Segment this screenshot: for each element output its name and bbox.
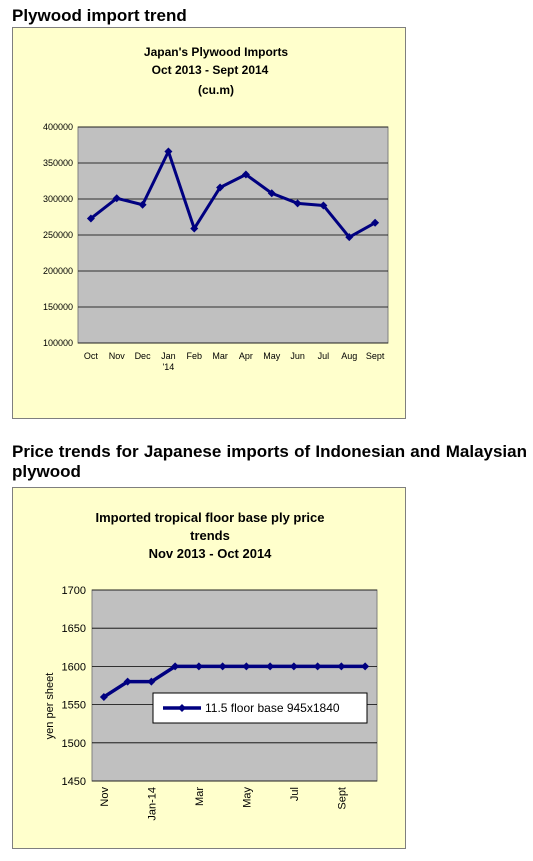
imports-x-tick-label: Apr (239, 351, 253, 361)
price-x-tick-label: May (241, 787, 253, 808)
imports-y-ticks: 100000 150000 200000 250000 300000 350000 4000… (43, 122, 73, 348)
imports-data-point (138, 200, 147, 209)
imports-x-tick-label: Dec (135, 351, 152, 361)
imports-data-point (164, 147, 173, 156)
price-data-point (171, 662, 180, 671)
imports-data-point (241, 170, 250, 179)
price-chart: Imported tropical floor base ply price t… (44, 510, 378, 821)
price-legend-label: 11.5 floor base 945x1840 (205, 701, 340, 715)
imports-y-tick-label: 250000 (43, 230, 73, 240)
imports-x-ticks: Oct Nov Dec Jan'14 Feb Mar Apr May Jun Jul Aug Sept (84, 351, 385, 372)
imports-y-tick-label: 400000 (43, 122, 73, 132)
price-data-point (266, 662, 275, 671)
imports-x-tick-label: Aug (341, 351, 357, 361)
imports-data-point (216, 183, 225, 192)
price-data-point (242, 662, 251, 671)
price-plot-area (91, 589, 378, 782)
price-data-point (123, 677, 132, 686)
imports-chart-title-line3: (cu.m) (198, 83, 234, 97)
imports-y-tick-label: 150000 (43, 302, 73, 312)
price-data-point (218, 662, 227, 671)
price-chart-panel: Imported tropical floor base ply price t… (12, 487, 406, 849)
price-data-point (289, 662, 298, 671)
price-data-point (194, 662, 203, 671)
imports-x-tick-label: Feb (186, 351, 202, 361)
imports-x-tick-label: Nov (109, 351, 126, 361)
price-gridlines (92, 589, 377, 782)
imports-chart-title-line1: Japan's Plywood Imports (144, 45, 289, 59)
imports-x-tick-label: Sept (366, 351, 385, 361)
price-x-tick-label: Jul (289, 787, 301, 801)
price-data-point (313, 662, 322, 671)
price-data-point (361, 662, 370, 671)
price-x-tick-label: Jan-14 (146, 787, 158, 821)
imports-data-point (319, 201, 328, 210)
imports-x-tick-label: Jan (161, 351, 176, 361)
price-chart-title-line3: Nov 2013 - Oct 2014 (149, 546, 273, 561)
price-y-tick-label: 1700 (62, 585, 86, 597)
price-data-point (337, 662, 346, 671)
price-y-tick-label: 1600 (62, 661, 86, 673)
price-data-point (99, 692, 108, 701)
imports-data-point (86, 214, 95, 223)
section-heading-price-trends: Price trends for Japanese imports of Ind… (12, 442, 527, 481)
imports-x-tick-sublabel: '14 (163, 362, 175, 372)
price-data-point (147, 677, 156, 686)
imports-data-point (345, 233, 354, 242)
imports-y-tick-label: 100000 (43, 338, 73, 348)
imports-y-tick-label: 350000 (43, 158, 73, 168)
price-x-ticks: Nov Jan-14 Mar May Jul Sept (99, 787, 349, 821)
price-chart-title-line1: Imported tropical floor base ply price (96, 510, 325, 525)
imports-x-tick-label: Jul (318, 351, 330, 361)
price-y-tick-label: 1500 (62, 738, 86, 750)
imports-x-tick-label: May (263, 351, 281, 361)
price-x-tick-label: Sept (336, 787, 348, 810)
imports-series (86, 147, 380, 242)
price-y-tick-label: 1550 (62, 700, 86, 712)
imports-data-point (267, 189, 276, 198)
imports-chart: Japan's Plywood Imports Oct 2013 - Sept … (43, 45, 389, 372)
price-y-tick-label: 1450 (62, 776, 86, 788)
imports-data-point (190, 224, 199, 233)
price-x-tick-label: Mar (194, 787, 206, 806)
price-legend: 11.5 floor base 945x1840 (152, 692, 368, 724)
imports-y-tick-label: 200000 (43, 266, 73, 276)
imports-data-point (371, 218, 380, 227)
imports-chart-title-line2: Oct 2013 - Sept 2014 (152, 63, 269, 77)
section-heading-imports: Plywood import trend (12, 6, 187, 25)
imports-data-point (112, 194, 121, 203)
imports-gridlines (78, 126, 388, 344)
price-y-axis-label: yen per sheet (44, 673, 56, 740)
imports-chart-panel: Japan's Plywood Imports Oct 2013 - Sept … (12, 27, 406, 419)
imports-series-line (89, 149, 376, 239)
price-chart-title-line2: trends (190, 528, 230, 543)
price-y-tick-label: 1650 (62, 623, 86, 635)
imports-x-tick-label: Oct (84, 351, 99, 361)
price-x-tick-label: Nov (99, 787, 111, 807)
imports-data-point (293, 199, 302, 208)
price-series (99, 662, 370, 701)
price-legend-marker (178, 704, 186, 712)
imports-x-tick-label: Mar (212, 351, 228, 361)
imports-y-tick-label: 300000 (43, 194, 73, 204)
imports-x-tick-label: Jun (290, 351, 305, 361)
price-y-ticks: 1450 1500 1550 1600 1650 1700 (62, 585, 86, 788)
